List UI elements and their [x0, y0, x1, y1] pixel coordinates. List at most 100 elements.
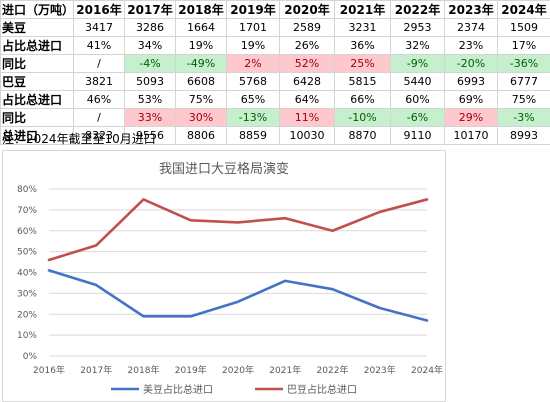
y-tick-label: 60%: [17, 227, 37, 237]
table-cell: 66%: [334, 90, 391, 109]
table-cell: 60%: [390, 90, 445, 109]
x-tick-label: 2021年: [269, 364, 301, 376]
legend-label-2: 巴豆占比总进口: [287, 383, 357, 396]
table-cell: 36%: [334, 36, 391, 55]
row-label: 巴豆: [0, 72, 74, 91]
table-row: 巴豆 3821 5093 6608 5768 6428 5815 5440 6993 6777: [0, 72, 550, 91]
x-tick-label: 2019年: [175, 364, 207, 376]
table-cell: 69%: [444, 90, 498, 109]
year-header-cell: 2017年: [124, 0, 176, 19]
table-row: 同比 / -4% -49% 2% 52% 25% -9% -20% -36%: [0, 54, 550, 73]
y-tick-label: 20%: [17, 310, 37, 320]
table-cell: -6%: [390, 108, 445, 127]
table-cell: 2374: [444, 18, 498, 37]
table-cell: 64%: [279, 90, 335, 109]
row-label: 同比: [0, 54, 74, 73]
table-row: 美豆 3417 3286 1664 1701 2589 3231 2953 2374 1509: [0, 18, 550, 37]
year-header-cell: 2018年: [175, 0, 227, 19]
table-row: 占比总进口 46% 53% 75% 65% 64% 66% 60% 69% 75%: [0, 90, 550, 109]
table-cell: 3417: [73, 18, 125, 37]
table-header-row: 进口（万吨） 2016年 2017年 2018年 2019年 2020年 2021年 2022…: [0, 0, 550, 19]
table-cell: 1509: [497, 18, 550, 37]
table-cell: -3%: [497, 108, 550, 127]
table-cell: 1664: [175, 18, 227, 37]
table-cell: 9110: [390, 126, 445, 145]
table-cell: /: [73, 54, 125, 73]
table-cell: -13%: [226, 108, 280, 127]
table-cell: 52%: [279, 54, 335, 73]
table-cell: 6428: [279, 72, 335, 91]
series-line-2: [47, 198, 429, 262]
share-line-chart: 我国进口大豆格局演变 0% 10% 20% 30% 40% 50% 60% 70% 80% 2016…: [2, 150, 446, 402]
row-label: 占比总进口: [0, 36, 74, 55]
table-cell: /: [73, 108, 125, 127]
table-cell: 5815: [334, 72, 391, 91]
table-cell: 5768: [226, 72, 280, 91]
table-cell: 33%: [124, 108, 176, 127]
x-tick-label: 2017年: [80, 364, 112, 376]
table-cell: -9%: [390, 54, 445, 73]
row-label: 美豆: [0, 18, 74, 37]
table-cell: 29%: [444, 108, 498, 127]
table-cell: 19%: [226, 36, 280, 55]
header-label-cell: 进口（万吨）: [0, 0, 74, 19]
y-tick-label: 10%: [17, 331, 37, 341]
row-label: 占比总进口: [0, 90, 74, 109]
x-tick-label: 2020年: [222, 364, 254, 376]
x-tick-label: 2022年: [317, 364, 349, 376]
table-cell: 10030: [279, 126, 335, 145]
table-cell: 75%: [497, 90, 550, 109]
year-header-cell: 2024年: [497, 0, 550, 19]
table-cell: 5093: [124, 72, 176, 91]
table-cell: 17%: [497, 36, 550, 55]
footnote: 注：2024年截至至10月进口: [2, 132, 156, 146]
table-cell: 10170: [444, 126, 498, 145]
table-cell: 6993: [444, 72, 498, 91]
table-cell: 9556: [124, 126, 176, 145]
table-cell: 2953: [390, 18, 445, 37]
table-cell: 65%: [226, 90, 280, 109]
table-cell: 5440: [390, 72, 445, 91]
x-tick-label: 2023年: [364, 364, 396, 376]
year-header-cell: 2019年: [226, 0, 280, 19]
table-cell: 2589: [279, 18, 335, 37]
chart-canvas: 我国进口大豆格局演变 0% 10% 20% 30% 40% 50% 60% 70% 80% 2016…: [17, 161, 443, 396]
table-cell: -20%: [444, 54, 498, 73]
table-cell: 19%: [175, 36, 227, 55]
table-cell: -36%: [497, 54, 550, 73]
table-cell: 46%: [73, 90, 125, 109]
table-cell: 34%: [124, 36, 176, 55]
table-cell: -4%: [124, 54, 176, 73]
table-cell: -10%: [334, 108, 391, 127]
series-line-1: [47, 269, 429, 322]
year-header-cell: 2022年: [390, 0, 445, 19]
table-cell: 2%: [226, 54, 280, 73]
table-cell: 6608: [175, 72, 227, 91]
y-tick-label: 30%: [17, 289, 37, 299]
table-cell: 75%: [175, 90, 227, 109]
y-tick-label: 40%: [17, 269, 37, 279]
table-cell: 8870: [334, 126, 391, 145]
table-cell: 8993: [497, 126, 550, 145]
table-row: 总进口 8323 9556 8806 8859 10030 8870 9110 10170 899…: [0, 126, 550, 145]
table-cell: 11%: [279, 108, 335, 127]
table-row: 同比/33% 30% -13% 11% -10% -6% 29% -3%: [0, 108, 550, 127]
chart-title: 我国进口大豆格局演变: [159, 161, 289, 177]
x-tick-label: 2024年: [411, 364, 443, 376]
table-cell: 26%: [279, 36, 335, 55]
table-cell: 41%: [73, 36, 125, 55]
table-cell: 25%: [334, 54, 391, 73]
table-cell: 1701: [226, 18, 280, 37]
row-label: 总进口: [0, 126, 74, 145]
table-cell: 8806: [175, 126, 227, 145]
table-cell: 3286: [124, 18, 176, 37]
table-cell: 6777: [497, 72, 550, 91]
x-tick-label: 2018年: [128, 364, 160, 376]
import-table: 进口（万吨） 2016年 2017年 2018年 2019年 2020年 2021年 2022…: [0, 0, 550, 145]
y-tick-label: 80%: [17, 185, 37, 195]
y-tick-label: 0%: [23, 352, 38, 362]
year-header-cell: 2016年: [73, 0, 125, 19]
table-row: 占比总进口 41% 34% 19% 19% 26% 36% 32% 23% 17%: [0, 36, 550, 55]
year-header-cell: 2021年: [334, 0, 391, 19]
table-cell: 53%: [124, 90, 176, 109]
